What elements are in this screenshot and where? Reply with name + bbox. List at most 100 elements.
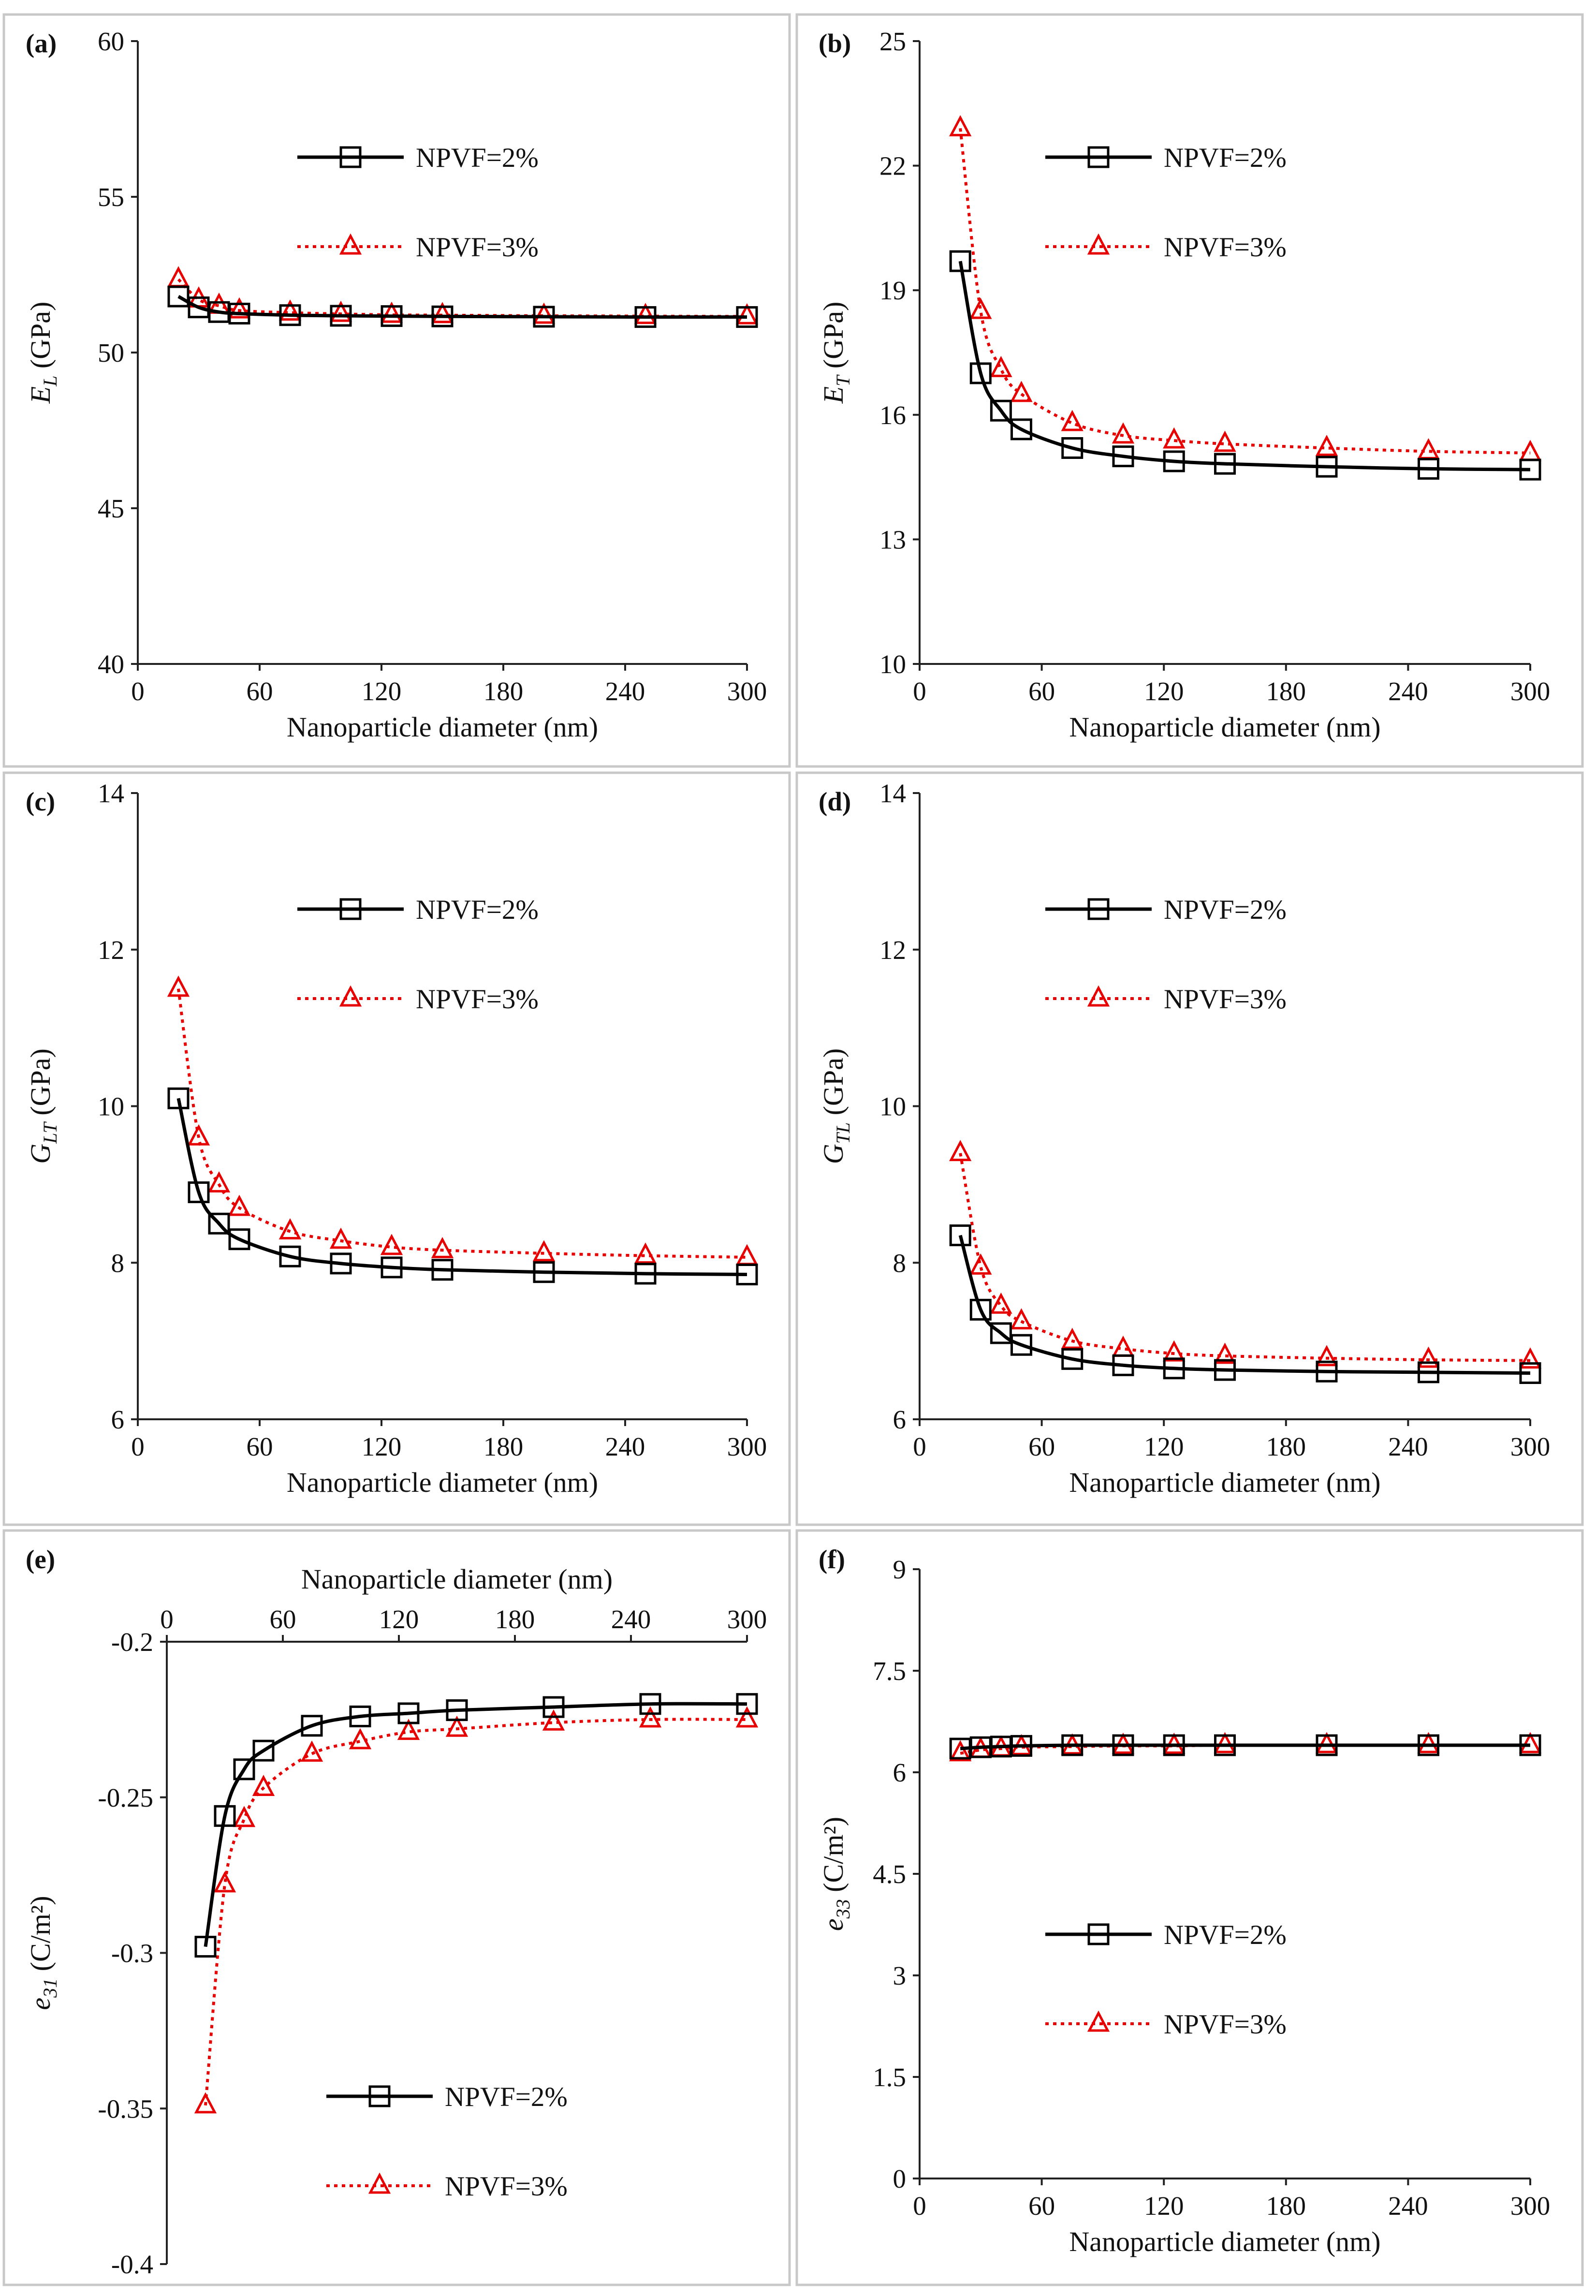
y-tick-label: 14 xyxy=(879,779,906,808)
data-point xyxy=(1417,438,1440,459)
x-tick-label: 0 xyxy=(131,677,145,706)
data-point xyxy=(634,1242,657,1264)
data-point xyxy=(735,303,759,324)
y-axis-title: ET (GPa) xyxy=(818,302,854,404)
x-tick-label: 120 xyxy=(362,1432,402,1461)
x-tick-label: 300 xyxy=(727,1604,767,1634)
x-tick-label: 60 xyxy=(247,677,273,706)
y-tick-label: 9 xyxy=(893,1555,907,1584)
series-line xyxy=(958,261,1531,471)
y-axis-title: GTL (GPa) xyxy=(818,1048,854,1164)
legend-marker xyxy=(339,898,362,920)
data-point xyxy=(278,299,302,321)
data-point xyxy=(1112,1734,1134,1756)
y-tick-label: 0 xyxy=(893,2164,907,2193)
data-point xyxy=(228,1228,250,1251)
data-point xyxy=(1010,381,1033,402)
data-point xyxy=(1112,422,1135,444)
x-tick-label: 240 xyxy=(605,1432,645,1461)
data-point xyxy=(1418,1734,1439,1756)
y-axis-title-subscript: TL xyxy=(832,1122,854,1144)
data-point xyxy=(542,1709,565,1731)
y-tick-label: 45 xyxy=(98,494,124,523)
data-point xyxy=(736,1264,758,1286)
data-point xyxy=(1061,437,1084,459)
data-point xyxy=(380,1234,403,1255)
data-point xyxy=(1061,1734,1084,1756)
legend-label: NPVF=2% xyxy=(1164,895,1287,925)
data-point xyxy=(735,1706,759,1728)
data-point xyxy=(542,1696,565,1718)
data-point xyxy=(990,1322,1012,1344)
x-tick-label: 120 xyxy=(1144,677,1184,706)
y-axis-title-symbol: e xyxy=(25,1998,56,2010)
y-tick-label: 50 xyxy=(98,338,124,368)
y-axis-title-unit: (C/m²) xyxy=(25,1896,56,1978)
series-line xyxy=(960,1743,1530,1751)
x-tick-label: 300 xyxy=(1510,677,1551,706)
data-point xyxy=(167,266,190,288)
data-point xyxy=(1519,1732,1542,1753)
x-tick-label: 240 xyxy=(1388,1432,1428,1461)
data-point xyxy=(1519,1347,1542,1369)
data-point xyxy=(1163,427,1186,449)
y-axis-title-unit: (C/m²) xyxy=(818,1817,849,1899)
data-point xyxy=(533,1261,555,1283)
data-point xyxy=(431,1236,454,1258)
series-npvf-3 xyxy=(167,975,759,1266)
legend: NPVF=2% NPVF=3% xyxy=(297,143,539,263)
x-tick-label: 0 xyxy=(160,1604,174,1634)
data-point xyxy=(1417,1732,1440,1753)
y-tick-label: 60 xyxy=(98,27,124,56)
y-tick-label: 6 xyxy=(893,1405,907,1434)
legend-label: NPVF=2% xyxy=(445,2082,568,2112)
series-line xyxy=(204,1702,747,1947)
legend-marker xyxy=(368,2085,391,2107)
data-point xyxy=(990,355,1012,377)
x-tick-label: 300 xyxy=(727,1432,767,1461)
x-tick-label: 0 xyxy=(913,2191,926,2221)
legend-marker xyxy=(1087,146,1110,168)
chart-panel-f: (f) 0 60 120 180 240 300 0 1.5 3 4.5 6 7.5 9 Nanoparti… xyxy=(795,1529,1584,2286)
y-tick-label: 13 xyxy=(879,525,906,554)
legend: NPVF=2% NPVF=3% xyxy=(1045,1920,1287,2040)
series-npvf-3 xyxy=(949,1140,1542,1369)
y-axis-title-unit: (GPa) xyxy=(25,1048,56,1122)
data-point xyxy=(1418,457,1439,480)
series-npvf-2 xyxy=(949,250,1541,481)
data-point xyxy=(1418,1361,1439,1383)
data-point xyxy=(969,362,992,384)
data-point xyxy=(990,399,1012,422)
x-tick-label: 120 xyxy=(1144,2191,1184,2221)
data-point xyxy=(1316,456,1338,478)
y-tick-label: 8 xyxy=(111,1248,125,1278)
x-tick-label: 180 xyxy=(483,677,524,706)
y-axis-title-symbol: e xyxy=(818,1918,849,1931)
data-point xyxy=(1315,1345,1338,1367)
y-axis-title-symbol: G xyxy=(818,1144,849,1164)
data-point xyxy=(233,1806,256,1827)
data-point xyxy=(381,305,403,327)
data-point xyxy=(252,1775,275,1796)
legend-marker xyxy=(339,985,362,1007)
data-point xyxy=(1315,435,1338,456)
legend-label: NPVF=3% xyxy=(445,2171,568,2202)
series-npvf-3 xyxy=(949,115,1542,461)
data-point xyxy=(1163,450,1185,472)
data-point xyxy=(431,1259,454,1281)
y-tick-label: -0.2 xyxy=(111,1627,153,1657)
data-point xyxy=(1112,445,1134,468)
data-point xyxy=(1214,1734,1236,1756)
legend: NPVF=2% NPVF=3% xyxy=(326,2082,568,2202)
y-tick-label: 7.5 xyxy=(873,1656,906,1686)
series-line xyxy=(177,988,747,1259)
x-tick-label: 300 xyxy=(1510,1432,1551,1461)
data-point xyxy=(1316,1360,1338,1383)
y-axis-title-symbol: E xyxy=(818,386,849,404)
data-point xyxy=(1010,1735,1032,1757)
data-point xyxy=(1214,453,1236,475)
x-tick-label: 180 xyxy=(1266,677,1306,706)
y-axis-title-unit: (GPa) xyxy=(818,302,849,376)
series-line xyxy=(204,1718,747,2106)
series-npvf-2 xyxy=(167,1087,758,1286)
